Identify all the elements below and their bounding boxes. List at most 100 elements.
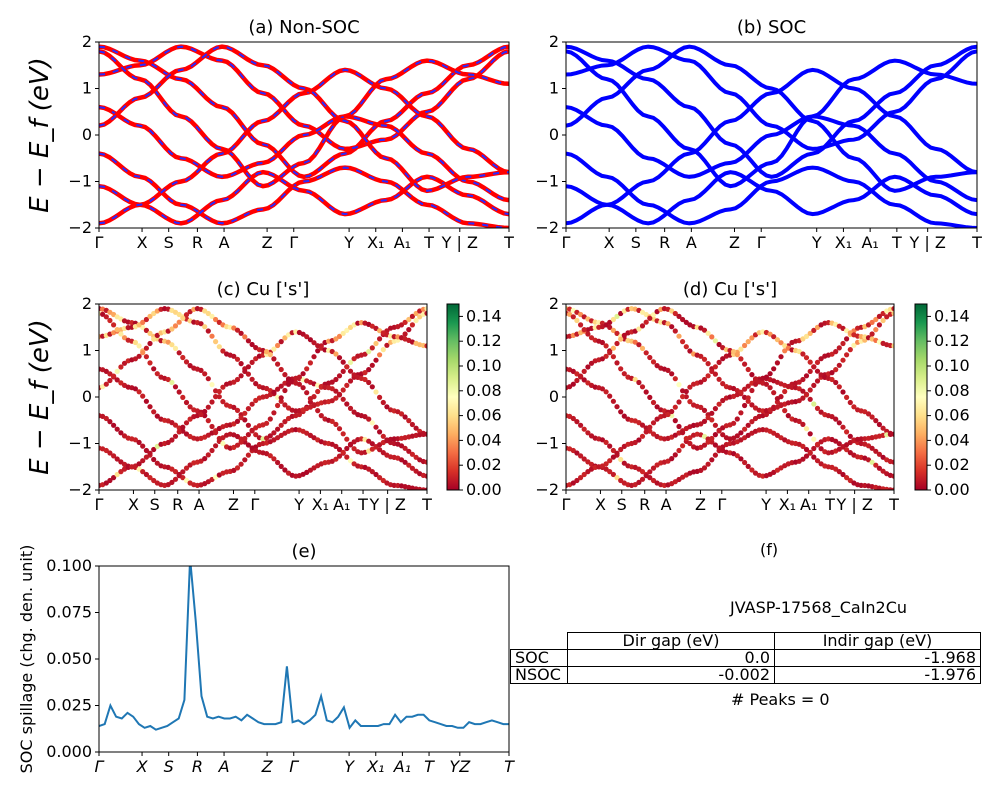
plot-frame	[98, 41, 510, 229]
scatter-point	[807, 359, 813, 365]
scatter-point	[650, 420, 657, 426]
scatter-point	[574, 477, 580, 484]
x-tick-label: X	[604, 233, 615, 252]
scatter-point	[803, 392, 810, 398]
scatter-point	[581, 368, 587, 374]
scatter-point	[807, 449, 813, 455]
scatter-point	[377, 336, 383, 342]
scatter-point	[869, 331, 875, 337]
scatter-point	[100, 384, 106, 390]
scatter-point	[172, 384, 179, 390]
scatter-point	[143, 345, 149, 351]
scatter-point	[234, 356, 241, 362]
scatter-point	[245, 422, 251, 428]
scatter-point	[672, 404, 678, 410]
x-tick-label: R	[192, 757, 203, 776]
scatter-point	[851, 404, 857, 410]
scatter-point	[282, 372, 288, 378]
scatter-point	[742, 361, 748, 367]
scatter-point	[578, 322, 584, 328]
scatter-point	[599, 437, 606, 443]
scatter-point	[778, 354, 784, 360]
scatter-point	[698, 404, 704, 410]
scatter-point	[205, 376, 211, 382]
scatter-point	[209, 333, 215, 339]
scatter-point	[340, 431, 346, 437]
scatter-point	[720, 397, 726, 404]
scatter-point	[639, 433, 646, 439]
y-tick-label: −1	[535, 434, 559, 453]
scatter-point	[745, 339, 751, 345]
scatter-point	[213, 339, 219, 345]
x-tick-label: Γ	[289, 233, 298, 252]
scatter-point	[650, 465, 657, 471]
scatter-point	[209, 423, 215, 430]
scatter-point	[234, 465, 241, 471]
scatter-point	[803, 333, 810, 339]
scatter-point	[614, 330, 620, 336]
x-tick-label: R	[659, 233, 670, 252]
scatter-point	[304, 334, 310, 340]
scatter-point	[151, 366, 157, 372]
scatter-point	[782, 348, 788, 354]
scatter-point	[118, 430, 124, 436]
scatter-point	[245, 371, 251, 377]
table-header-dir: Dir gap (eV)	[567, 632, 775, 650]
scatter-point	[180, 354, 186, 361]
scatter-point	[245, 432, 251, 438]
scatter-point	[347, 458, 354, 464]
scatter-point	[132, 356, 138, 362]
scatter-point	[574, 419, 580, 425]
scatter-point	[745, 395, 751, 401]
scatter-point	[603, 353, 609, 359]
scatter-point	[680, 443, 686, 449]
y-tick-label: 2	[549, 294, 559, 313]
scatter-point	[347, 368, 354, 374]
scatter-point	[409, 322, 415, 328]
scatter-point	[329, 348, 335, 355]
scatter-point	[610, 471, 617, 478]
scatter-point	[264, 420, 270, 426]
scatter-point	[803, 426, 810, 432]
scatter-point	[213, 430, 219, 436]
scatter-point	[311, 402, 317, 408]
scatter-point	[234, 327, 241, 333]
scatter-point	[796, 348, 802, 355]
x-tick-label: A	[194, 495, 205, 514]
table-row-label: SOC	[510, 649, 568, 667]
scatter-point	[242, 457, 248, 463]
scatter-point	[318, 413, 324, 419]
scatter-point	[234, 376, 241, 383]
scatter-point	[187, 363, 193, 369]
x-tick-label: A₁	[333, 495, 350, 514]
scatter-point	[275, 342, 281, 349]
scatter-point	[253, 356, 259, 362]
scatter-point	[763, 374, 770, 380]
scatter-point	[636, 342, 642, 348]
x-tick-label: A₁	[393, 757, 411, 776]
scatter-point	[336, 333, 343, 339]
scatter-point	[373, 424, 379, 430]
scatter-point	[807, 368, 813, 374]
scatter-point	[213, 316, 219, 323]
colorbar-tick-label: 0.06	[934, 406, 970, 425]
scatter-point	[803, 453, 810, 459]
x-tick-label: R	[172, 495, 183, 514]
scatter-point	[610, 316, 617, 323]
scatter-point	[402, 331, 408, 337]
scatter-point	[377, 447, 383, 453]
scatter-point	[709, 410, 715, 416]
scatter-point	[406, 316, 412, 323]
scatter-point	[851, 342, 857, 348]
scatter-point	[271, 456, 277, 462]
y-axis-label: SOC spillage (chg. den. unit)	[17, 545, 36, 774]
scatter-point	[618, 336, 624, 342]
scatter-point	[738, 356, 744, 362]
scatter-point	[734, 352, 740, 358]
scatter-point	[402, 319, 408, 325]
scatter-point	[234, 442, 241, 448]
scatter-point	[676, 382, 682, 388]
scatter-point	[782, 388, 788, 395]
scatter-point	[749, 419, 755, 425]
